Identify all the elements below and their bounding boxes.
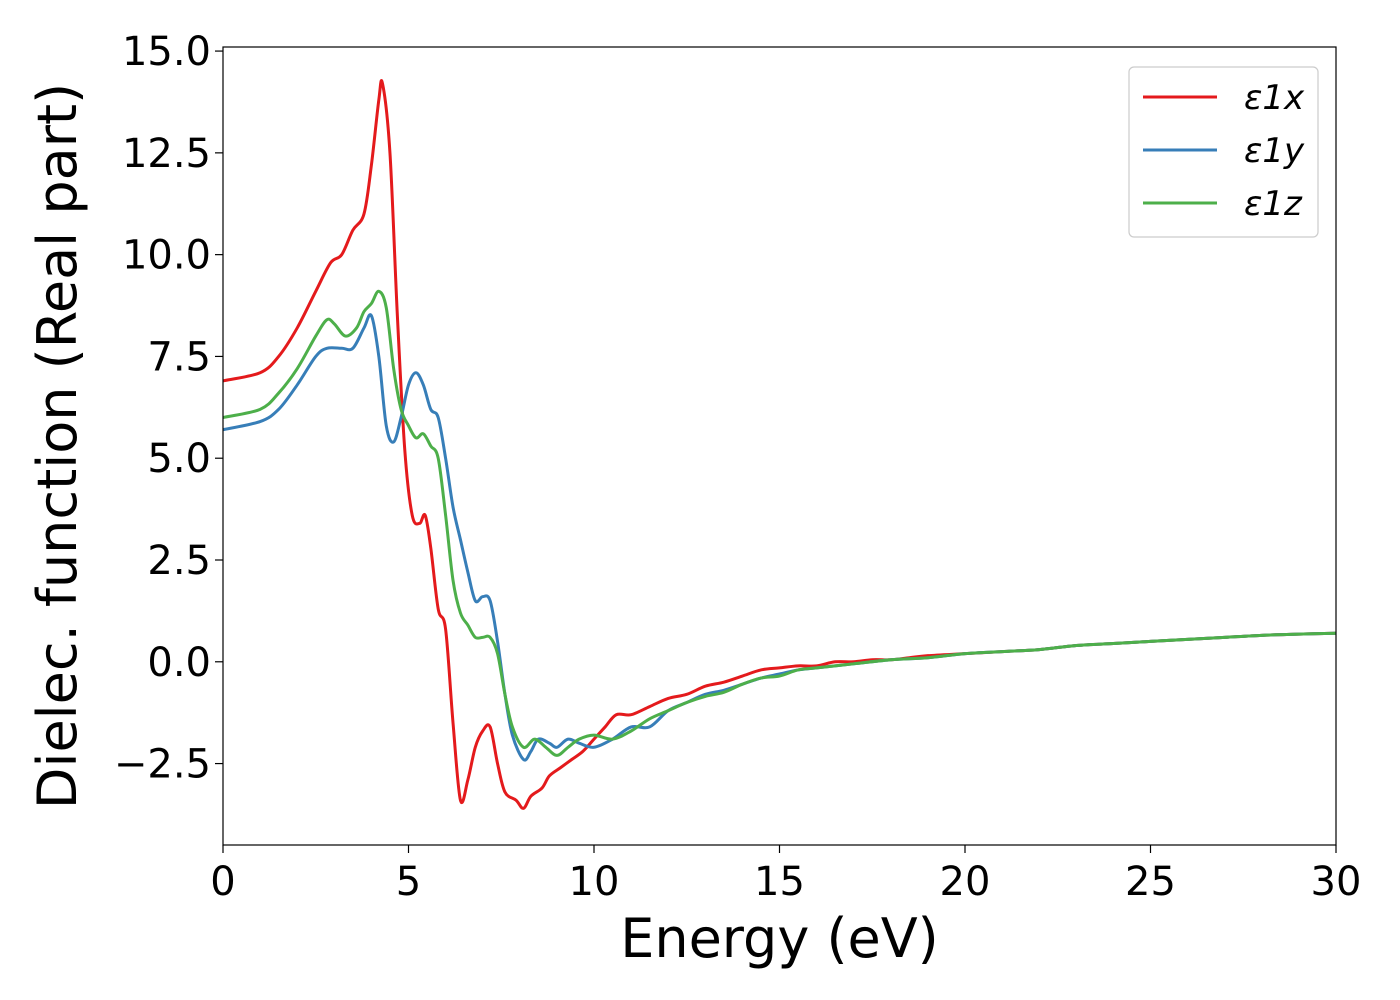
x-tick-label: 20 [940,859,991,905]
y-tick-label: −2.5 [114,742,211,788]
x-tick-label: 10 [569,859,620,905]
y-axis: −2.5 0.0 2.5 5.0 7.5 10.0 12.5 15.0 [114,29,223,788]
series-line-z [223,289,1336,757]
x-tick-label: 15 [754,859,805,905]
y-tick-label: 12.5 [122,131,211,177]
x-tick-label: 5 [396,859,421,905]
y-axis-label: Dielec. function (Real part) [26,83,89,809]
legend: ε1x ε1y ε1z [1128,66,1319,238]
y-tick-label: 5.0 [147,436,211,482]
y-tick-label: 15.0 [122,29,211,75]
x-tick-label: 30 [1311,859,1362,905]
series-line-y [223,313,1336,762]
y-tick-label: 2.5 [147,538,211,584]
legend-label-z: ε1z [1244,184,1303,224]
legend-box [1128,66,1319,238]
x-tick-label: 25 [1125,859,1176,905]
x-axis-label: Energy (eV) [620,907,939,970]
legend-label-x: ε1x [1244,78,1305,118]
y-tick-label: 0.0 [147,640,211,686]
y-tick-label: 7.5 [147,334,211,380]
y-tick-label: 10.0 [122,233,211,279]
x-axis: 0 5 10 15 20 25 30 [210,845,1361,905]
series-layer [223,79,1336,810]
x-tick-label: 0 [210,859,235,905]
legend-label-y: ε1y [1244,131,1305,171]
series-line-x [223,79,1336,810]
